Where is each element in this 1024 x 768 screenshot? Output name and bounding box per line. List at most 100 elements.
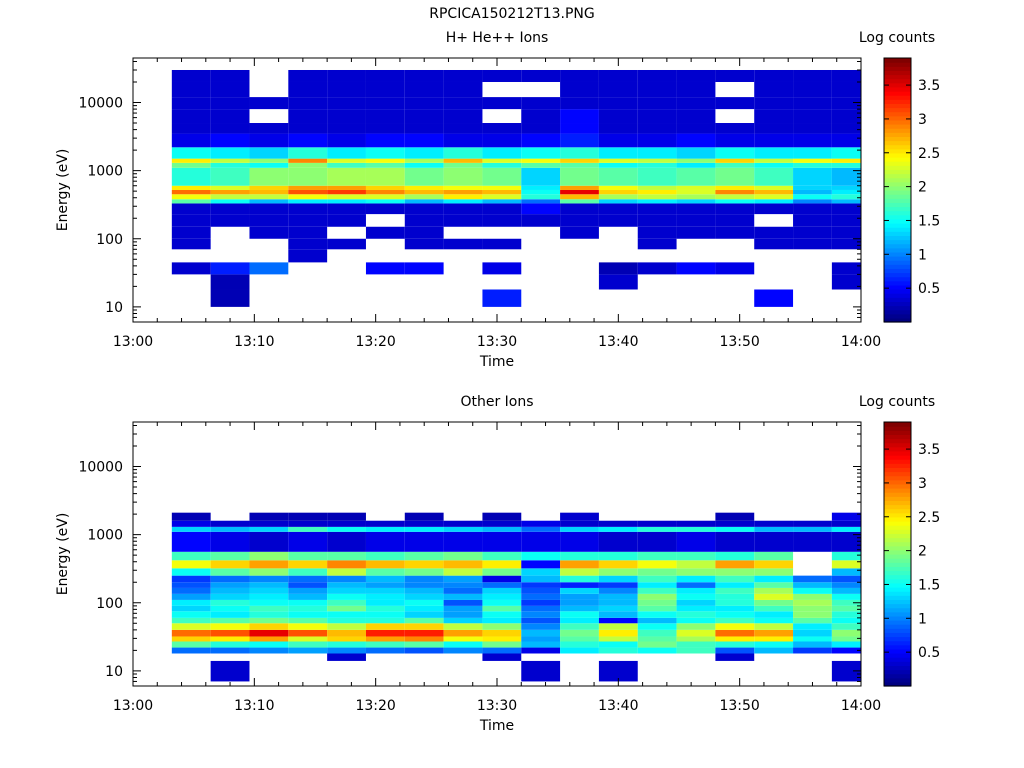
spectrogram-cell (365, 520, 405, 527)
spectrogram-cell (249, 623, 289, 630)
spectrogram-cell (676, 189, 716, 195)
spectrogram-cell (560, 560, 599, 569)
spectrogram-cell (676, 226, 716, 239)
colorbar-tick-label: 3.5 (918, 442, 940, 458)
spectrogram-cell (560, 582, 599, 588)
spectrogram-cell (288, 593, 328, 600)
spectrogram-cell (560, 189, 599, 195)
spectrogram-cell (560, 575, 599, 583)
spectrogram-cell (560, 226, 599, 239)
colorbar-gradient-step (884, 669, 911, 675)
spectrogram-cell (715, 582, 755, 588)
spectrogram-cell (327, 167, 366, 186)
spectrogram-cell (404, 647, 444, 654)
spectrogram-cell (365, 226, 405, 239)
spectrogram-cell (793, 575, 832, 583)
spectrogram-cell (676, 623, 716, 630)
colorbar-label: Log counts (859, 394, 935, 410)
colorbar-gradient-step (884, 620, 911, 625)
spectrogram-cell (171, 123, 211, 134)
spectrogram-cell (249, 647, 289, 654)
spectrogram-cell (715, 262, 755, 275)
spectrogram-cell (754, 636, 794, 642)
spectrogram-cell (754, 593, 794, 600)
colorbar-gradient-step (884, 653, 911, 658)
spectrogram-cell (831, 147, 861, 159)
spectrogram-cell (793, 162, 832, 168)
spectrogram-cell (404, 636, 444, 642)
spectrogram-cell (404, 123, 444, 134)
colorbar-gradient-step (884, 177, 911, 183)
spectrogram-cell (249, 147, 289, 159)
spectrogram-cell (521, 203, 561, 215)
x-tick-label: 13:10 (234, 698, 274, 714)
colorbar-gradient-step (884, 521, 911, 526)
spectrogram-cell (210, 147, 250, 159)
spectrogram-cell (598, 526, 638, 532)
spectrogram-cell (793, 599, 832, 606)
spectrogram-cell (637, 133, 677, 148)
spectrogram-cell (521, 526, 561, 532)
colorbar-gradient-step (884, 471, 911, 477)
spectrogram-cell (831, 203, 861, 215)
spectrogram-cell (210, 167, 250, 186)
spectrogram-cell (676, 605, 716, 612)
spectrogram-cell (249, 617, 289, 624)
spectrogram-cell (482, 133, 522, 148)
spectrogram-cell (521, 167, 561, 186)
spectrogram-cell (637, 593, 677, 600)
spectrogram-cell (598, 262, 638, 275)
colorbar-gradient-step (884, 169, 911, 175)
spectrogram-cell (598, 185, 638, 190)
spectrogram-cell (521, 194, 561, 200)
spectrogram-cell (482, 611, 522, 618)
spectrogram-cell (288, 647, 328, 654)
y-tick-label: 10000 (78, 96, 123, 112)
spectrogram-cell (637, 526, 677, 532)
x-tick-label: 13:20 (355, 334, 395, 350)
spectrogram-cell (676, 617, 716, 624)
colorbar-gradient-step (884, 210, 911, 216)
spectrogram-cell (521, 623, 561, 630)
colorbar-gradient-step (884, 599, 911, 605)
spectrogram-cell (365, 587, 405, 594)
spectrogram-cell (249, 262, 289, 275)
colorbar-gradient-step (884, 309, 911, 315)
spectrogram-cell (327, 611, 366, 618)
spectrogram-cell (327, 575, 366, 583)
spectrogram-cell (598, 520, 638, 527)
colorbar-gradient-step (884, 603, 911, 609)
spectrogram-cell (521, 575, 561, 583)
spectrogram-cell (793, 185, 832, 190)
spectrogram-cell (404, 203, 444, 215)
spectrogram-cell (482, 636, 522, 642)
spectrogram-cell (171, 551, 211, 561)
spectrogram-cell (210, 158, 250, 163)
colorbar-tick-label: 0.5 (918, 281, 940, 297)
spectrogram-cell (288, 611, 328, 618)
spectrogram-cell (754, 531, 794, 552)
spectrogram-cell (560, 147, 599, 159)
colorbar-tick-label: 1 (918, 611, 927, 627)
colorbar-gradient-step (884, 624, 911, 629)
spectrogram-cell (831, 660, 861, 682)
colorbar-gradient-step (884, 227, 911, 232)
y-tick-label: 1000 (87, 528, 123, 544)
spectrogram-cell (793, 189, 832, 195)
spectrogram-cell (598, 167, 638, 186)
spectrogram-cell (171, 575, 211, 583)
spectrogram-cell (171, 185, 211, 190)
colorbar-gradient-step (884, 648, 911, 654)
spectrogram-cell (598, 647, 638, 654)
spectrogram-cell (715, 617, 755, 624)
spectrogram-cell (831, 629, 861, 637)
spectrogram-cell (210, 568, 250, 576)
spectrogram-cell (249, 185, 289, 190)
spectrogram-cell (676, 109, 716, 124)
spectrogram-cell (521, 636, 561, 642)
spectrogram-cell (831, 162, 861, 168)
spectrogram-cell (404, 526, 444, 532)
spectrogram-cell (676, 199, 716, 204)
spectrogram-cell (404, 109, 444, 124)
spectrogram-cell (715, 512, 755, 521)
